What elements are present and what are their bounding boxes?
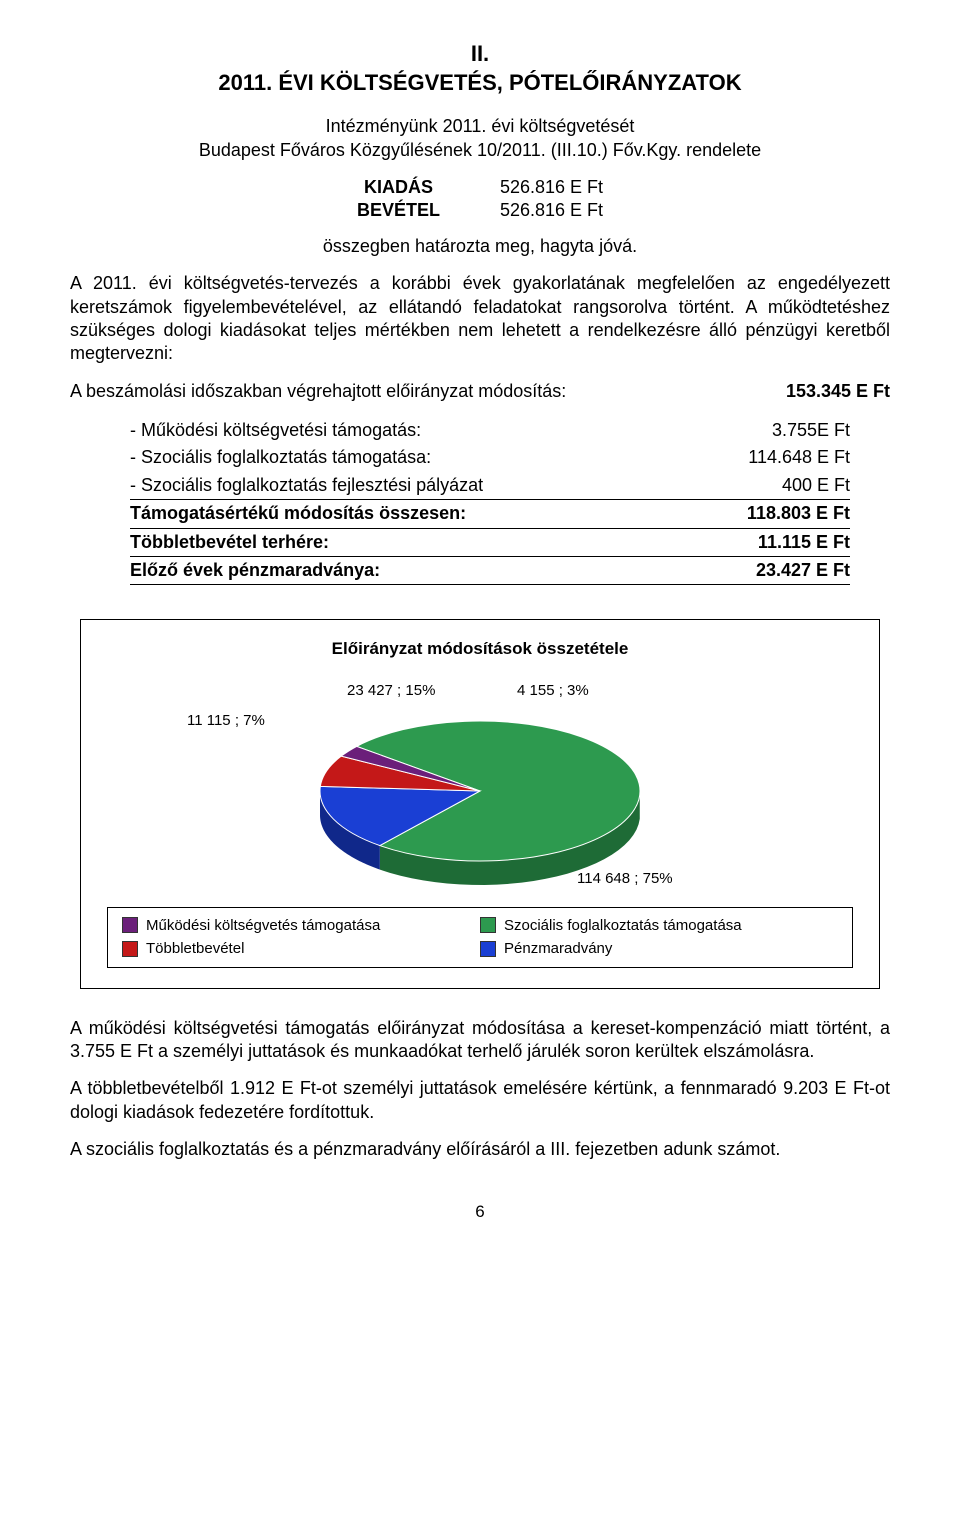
- list-item-value: 114.648 E Ft: [690, 446, 850, 469]
- list-item-value: 11.115 E Ft: [690, 531, 850, 554]
- chart-title: Előirányzat módosítások összetétele: [107, 638, 853, 660]
- list-item-label: - Szociális foglalkoztatás támogatása:: [130, 446, 690, 469]
- legend-swatch: [480, 917, 496, 933]
- list-item: Támogatásértékű módosítás összesen:118.8…: [130, 500, 850, 528]
- list-item-value: 23.427 E Ft: [690, 559, 850, 582]
- page-number: 6: [70, 1201, 890, 1223]
- list-item: - Működési költségvetési támogatás:3.755…: [130, 417, 850, 444]
- list-item-label: Többletbevétel terhére:: [130, 531, 690, 554]
- list-item: Előző évek pénzmaradványa:23.427 E Ft: [130, 557, 850, 585]
- legend-label: Többletbevétel: [146, 939, 244, 959]
- chart-data-label: 23 427 ; 15%: [347, 681, 435, 701]
- legend-swatch: [122, 917, 138, 933]
- legend-swatch: [122, 941, 138, 957]
- legend-item: Pénzmaradvány: [480, 937, 838, 961]
- summary-label: A beszámolási időszakban végrehajtott el…: [70, 380, 566, 403]
- list-item-label: Támogatásértékű módosítás összesen:: [130, 502, 690, 525]
- list-item-value: 118.803 E Ft: [690, 502, 850, 525]
- legend-item: Működési költségvetés támogatása: [122, 914, 480, 938]
- list-item-label: - Működési költségvetési támogatás:: [130, 419, 690, 442]
- legend-label: Működési költségvetés támogatása: [146, 916, 380, 936]
- intro-line-2: Budapest Főváros Közgyűlésének 10/2011. …: [70, 139, 890, 162]
- pie-svg: [107, 671, 853, 901]
- chart-container: Előirányzat módosítások összetétele 23 4…: [80, 619, 880, 988]
- legend-item: Szociális foglalkoztatás támogatása: [480, 914, 838, 938]
- paragraph-1: A 2011. évi költségvetés-tervezés a korá…: [70, 272, 890, 366]
- legend-swatch: [480, 941, 496, 957]
- kiadas-value: 526.816 E Ft: [500, 176, 603, 199]
- paragraph-4: A szociális foglalkoztatás és a pénzmara…: [70, 1138, 890, 1161]
- kv-footer: összegben határozta meg, hagyta jóvá.: [70, 235, 890, 258]
- chart-legend: Működési költségvetés támogatása Szociáli…: [107, 907, 853, 968]
- legend-item: Többletbevétel: [122, 937, 480, 961]
- section-number: II.: [70, 40, 890, 69]
- list-item-label: Előző évek pénzmaradványa:: [130, 559, 690, 582]
- list-item-value: 3.755E Ft: [690, 419, 850, 442]
- bevetel-value: 526.816 E Ft: [500, 199, 603, 222]
- chart-data-label: 11 115 ; 7%: [187, 711, 265, 731]
- chart-data-label: 4 155 ; 3%: [517, 681, 589, 701]
- kiadas-label: KIADÁS: [357, 176, 500, 199]
- intro-line-1: Intézményünk 2011. évi költségvetését: [70, 115, 890, 138]
- list-item-value: 400 E Ft: [690, 474, 850, 497]
- legend-label: Pénzmaradvány: [504, 939, 612, 959]
- list-item: - Szociális foglalkoztatás támogatása:11…: [130, 444, 850, 471]
- pie-chart: 23 427 ; 15% 4 155 ; 3% 11 115 ; 7% 114 648…: [107, 671, 853, 901]
- list-item: - Szociális foglalkoztatás fejlesztési p…: [130, 472, 850, 500]
- page-title: 2011. ÉVI KÖLTSÉGVETÉS, PÓTELŐIRÁNYZATOK: [70, 69, 890, 98]
- chart-data-label: 114 648 ; 75%: [577, 869, 673, 889]
- list-item: Többletbevétel terhére:11.115 E Ft: [130, 529, 850, 557]
- legend-label: Szociális foglalkoztatás támogatása: [504, 916, 742, 936]
- bevetel-label: BEVÉTEL: [357, 199, 500, 222]
- summary-value: 153.345 E Ft: [786, 380, 890, 403]
- modification-list: - Működési költségvetési támogatás:3.755…: [130, 417, 850, 585]
- paragraph-2: A működési költségvetési támogatás előir…: [70, 1017, 890, 1064]
- list-item-label: - Szociális foglalkoztatás fejlesztési p…: [130, 474, 690, 497]
- budget-summary: KIADÁS 526.816 E Ft BEVÉTEL 526.816 E Ft: [357, 176, 603, 223]
- paragraph-3: A többletbevételből 1.912 E Ft-ot személ…: [70, 1077, 890, 1124]
